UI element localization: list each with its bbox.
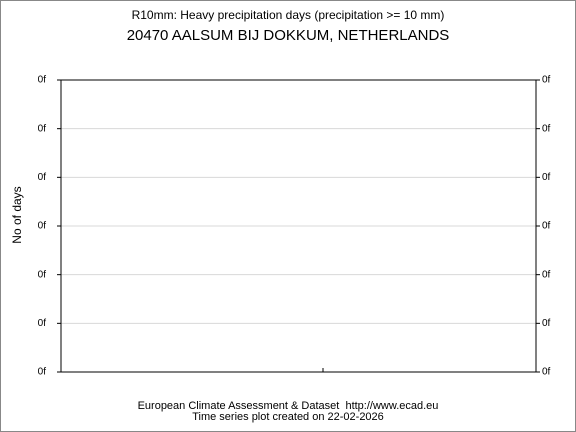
footer: Time series plot created on 22-02-2026 — [192, 411, 384, 423]
y2-tick-label: 0f — [542, 75, 551, 86]
chart-subtitle: 20470 AALSUM BIJ DOKKUM, NETHERLANDS — [127, 27, 450, 44]
plot-area — [60, 79, 537, 373]
y2-tick-label: 0f — [542, 221, 551, 232]
chart-title: R10mm: Heavy precipitation days (precipi… — [132, 8, 445, 22]
y-tick-label: 0f — [38, 75, 47, 86]
y-tick-label: 0f — [38, 172, 47, 183]
y-tick-label: 0f — [38, 367, 47, 378]
y2-tick-label: 0f — [542, 172, 551, 183]
y2-tick-label: 0f — [542, 269, 551, 280]
y-tick-label: 0f — [38, 221, 47, 232]
y2-tick-label: 0f — [542, 318, 551, 329]
y-tick-label: 0f — [38, 123, 47, 134]
y-axis-label: No of days — [10, 186, 24, 243]
footer: European Climate Assessment & Dataset ht… — [138, 400, 439, 412]
y-tick-label: 0f — [38, 269, 47, 280]
y2-tick-label: 0f — [542, 123, 551, 134]
y2-tick-label: 0f — [542, 367, 551, 378]
y-tick-label: 0f — [38, 318, 47, 329]
